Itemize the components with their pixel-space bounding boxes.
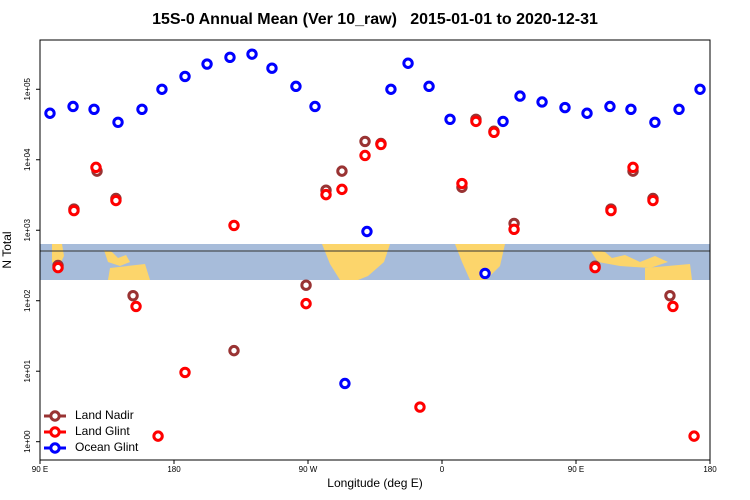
- land: [322, 244, 390, 280]
- land: [645, 264, 692, 280]
- point: [320, 188, 332, 201]
- point: [112, 116, 124, 128]
- map-band: [40, 244, 710, 280]
- point: [375, 138, 387, 151]
- point: [127, 289, 139, 302]
- point: [52, 261, 64, 274]
- point: [589, 261, 601, 274]
- x-tick-label: 90 E: [568, 465, 584, 474]
- point: [290, 80, 302, 93]
- point: [156, 83, 168, 95]
- point: [479, 267, 491, 280]
- point: [266, 62, 278, 74]
- point: [361, 225, 373, 238]
- point: [444, 113, 456, 125]
- x-tick-label: 90 E: [32, 465, 48, 474]
- point: [179, 366, 191, 379]
- y-tick-label: 1e+00: [23, 430, 32, 453]
- point: [336, 165, 348, 177]
- x-axis-label: Longitude (deg E): [327, 476, 422, 490]
- point: [604, 100, 616, 113]
- legend-marker: [49, 442, 61, 454]
- land: [455, 244, 505, 280]
- legend-label: Ocean Glint: [75, 440, 139, 454]
- chart-title: 15S-0 Annual Mean (Ver 10_raw) 2015-01-0…: [152, 11, 598, 28]
- point: [201, 58, 213, 70]
- point: [559, 101, 571, 114]
- point: [228, 219, 240, 232]
- x-tick-label: 90 W: [299, 465, 318, 474]
- point: [514, 90, 526, 102]
- plot-frame: [39, 39, 711, 461]
- point: [508, 223, 520, 236]
- point: [673, 103, 685, 115]
- point: [336, 183, 348, 196]
- point: [359, 135, 371, 148]
- point: [627, 161, 639, 174]
- point: [688, 430, 700, 442]
- point: [488, 126, 500, 139]
- point: [110, 194, 122, 207]
- y-tick-label: 1e+03: [23, 218, 32, 241]
- point: [339, 377, 351, 390]
- point: [694, 83, 706, 95]
- point: [67, 100, 79, 113]
- point: [581, 107, 593, 119]
- y-tick-label: 1e+05: [23, 77, 32, 100]
- point: [68, 204, 80, 217]
- land: [104, 250, 130, 266]
- point: [402, 57, 414, 69]
- point: [88, 103, 100, 115]
- point: [649, 116, 661, 128]
- y-tick-label: 1e+01: [23, 359, 32, 382]
- point: [136, 103, 148, 115]
- point: [309, 100, 321, 113]
- point: [423, 80, 435, 93]
- legend-marker: [49, 410, 61, 422]
- point: [667, 300, 679, 313]
- land: [590, 250, 668, 268]
- point: [44, 107, 56, 119]
- point: [179, 70, 191, 83]
- point: [497, 115, 509, 128]
- point: [664, 289, 676, 302]
- point: [414, 401, 426, 413]
- point: [470, 115, 482, 128]
- y-axis-label: N Total: [0, 231, 14, 268]
- point: [625, 103, 637, 115]
- point: [130, 300, 142, 313]
- point: [385, 83, 397, 95]
- legend-marker: [49, 426, 61, 438]
- point: [647, 194, 659, 207]
- y-tick-label: 1e+02: [23, 289, 32, 312]
- legend-label: Land Nadir: [75, 408, 134, 422]
- point: [300, 297, 312, 310]
- point: [90, 161, 102, 174]
- point: [456, 177, 468, 190]
- point: [228, 344, 240, 357]
- legend-label: Land Glint: [75, 424, 130, 438]
- point: [300, 279, 312, 291]
- x-tick-label: 180: [167, 465, 181, 474]
- y-tick-label: 1e+04: [23, 148, 32, 171]
- x-tick-label: 0: [440, 465, 445, 474]
- x-tick-label: 180: [703, 465, 717, 474]
- point: [605, 204, 617, 217]
- land: [108, 264, 150, 280]
- point: [246, 48, 258, 60]
- point: [536, 96, 548, 108]
- point: [224, 51, 236, 64]
- point: [359, 149, 371, 162]
- point: [152, 430, 164, 442]
